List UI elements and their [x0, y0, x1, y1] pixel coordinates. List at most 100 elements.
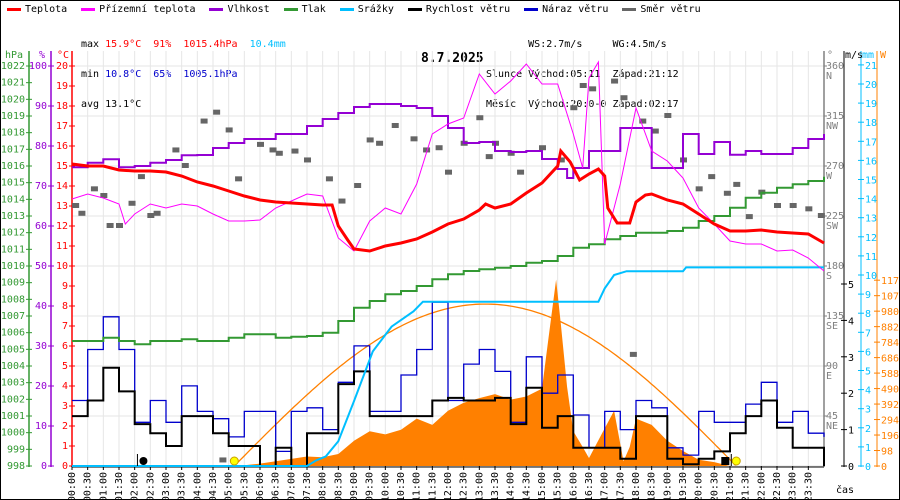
chart-title: 8.7.2025: [421, 51, 484, 66]
humidity-tick-label: 20: [35, 381, 47, 392]
wind-direction-point: [338, 198, 346, 204]
solar-tick-label: 98: [881, 447, 893, 458]
legend-label: Náraz větru: [542, 4, 609, 15]
rain-tick-label: 1: [865, 443, 871, 454]
wind-direction-point: [476, 115, 484, 121]
rain-unit: mm: [862, 50, 874, 61]
pressure-line: [72, 176, 825, 346]
pressure-tick-label: 1011: [1, 244, 25, 255]
legend-label: Směr větru: [640, 4, 701, 15]
temperature-unit: °C: [57, 50, 69, 61]
rain-tick-label: 8: [865, 309, 871, 320]
wind-direction-point: [774, 203, 781, 208]
rain-tick-label: 17: [865, 137, 877, 148]
humidity-tick-label: 50: [35, 261, 47, 272]
time-tick-label: 13:30: [490, 472, 501, 499]
wind-direction-point: [745, 214, 753, 220]
wind-direction-point: [391, 123, 399, 128]
temperature-tick-label: 15: [56, 161, 68, 172]
rain-tick-label: 15: [865, 176, 877, 187]
rain-tick-label: 19: [865, 99, 877, 110]
wind-direction-point: [651, 128, 659, 134]
solar-tick-label: 784: [881, 338, 899, 349]
humidity-unit: %: [39, 50, 45, 61]
wind-direction-point: [90, 186, 98, 192]
legend-item-humidity: Vlhkost: [209, 4, 270, 15]
temperature-tick-label: 3: [62, 401, 68, 412]
wind-direction-point: [172, 147, 180, 153]
time-tick-label: 16:30: [584, 472, 595, 499]
wind-direction-point: [539, 145, 546, 151]
rain-tick-label: 12: [865, 233, 877, 244]
stats-min-row: min 10.8°C 65% 1005.1hPa: [81, 70, 286, 80]
min-humidity: 65%: [153, 69, 172, 80]
wind-direction-point: [611, 78, 619, 84]
temperature-tick-label: 8: [62, 301, 68, 312]
time-tick-label: 00:00: [67, 472, 78, 499]
time-tick-label: 18:30: [647, 472, 658, 499]
rain-tick-label: 6: [865, 347, 871, 358]
stats-avg-row: avg 13.1°C: [81, 100, 286, 110]
direction-compass-label: NE: [826, 421, 838, 432]
pressure-tick-label: 1020: [1, 94, 25, 105]
wind-direction-point: [100, 193, 108, 198]
rain-cumulative-line: [72, 266, 824, 467]
time-tick-label: 11:00: [412, 472, 423, 499]
time-tick-label: 23:30: [803, 472, 814, 499]
direction-compass-label: N: [826, 71, 832, 82]
time-tick-label: 18:00: [631, 472, 642, 499]
time-tick-label: 07:30: [302, 472, 313, 499]
time-tick-label: 17:00: [600, 472, 611, 499]
pressure-tick-label: 1019: [1, 111, 25, 122]
wind-tick-label: 1: [848, 426, 854, 437]
humidity-tick-label: 30: [35, 341, 47, 352]
legend-label: Vlhkost: [227, 4, 270, 15]
time-tick-label: 06:00: [255, 472, 266, 499]
wind-tick-label: 2: [848, 389, 854, 400]
wind-direction-point: [153, 210, 161, 216]
wind-direction-point: [817, 213, 825, 218]
legend: Teplota Přízemní teplota Vlhkost Tlak Sr…: [7, 4, 701, 15]
temperature-tick-label: 4: [62, 381, 68, 392]
sunrise-marker: [229, 456, 239, 466]
time-tick-label: 21:00: [725, 472, 736, 499]
rain-tick-label: 2: [865, 424, 871, 435]
pressure-tick-label: 1001: [1, 411, 25, 422]
wind-direction-point: [325, 176, 333, 182]
solar-tick-label: 490: [881, 385, 899, 396]
time-tick-label: 02:00: [130, 472, 141, 499]
time-tick-label: 19:00: [662, 472, 673, 499]
wind-direction-point: [219, 457, 227, 463]
solar-tick-label: 588: [881, 369, 899, 380]
time-tick-label: 15:00: [537, 472, 548, 499]
wind-direction-point: [78, 210, 86, 216]
wind-direction-point: [181, 163, 189, 168]
wind-direction-point: [664, 113, 672, 118]
legend-label: Teplota: [25, 4, 68, 15]
direction-compass-label: E: [826, 371, 832, 382]
time-tick-label: 08:30: [333, 472, 344, 499]
time-tick-label: 22:30: [772, 472, 783, 499]
temperature-tick-label: 14: [56, 181, 68, 192]
legend-swatch: [283, 8, 298, 11]
stats-max-row: max 15.9°C 91% 1015.4hPa 10.4mm: [81, 40, 286, 50]
legend-swatch: [339, 8, 354, 11]
wind-direction-point: [235, 176, 243, 182]
direction-compass-label: W: [826, 171, 833, 182]
wind-direction-point: [137, 174, 145, 180]
time-tick-label: 13:00: [474, 472, 485, 499]
legend-item-wind-direction: Směr větru: [622, 4, 701, 15]
temperature-tick-label: 2: [62, 421, 68, 432]
temperature-tick-label: 12: [56, 221, 68, 232]
rain-tick-label: 18: [865, 118, 877, 129]
time-tick-label: 15:30: [553, 472, 564, 499]
wind-direction-point: [410, 136, 418, 142]
temperature-tick-label: 1: [62, 441, 68, 452]
solar-tick-label: 882: [881, 323, 899, 334]
wind-direction-point: [620, 95, 628, 101]
pressure-tick-label: 1009: [1, 278, 25, 289]
moonrise-time: Východ:20:0-0: [528, 99, 607, 110]
pressure-tick-label: 1010: [1, 261, 25, 272]
time-tick-label: 05:30: [239, 472, 250, 499]
